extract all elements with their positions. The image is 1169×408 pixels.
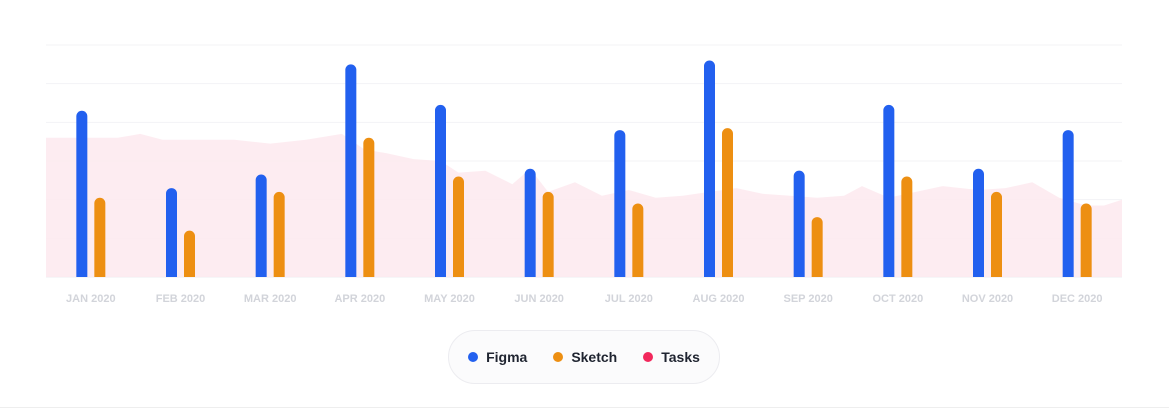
x-tick-label: FEB 2020 xyxy=(156,293,206,305)
legend-item-sketch[interactable]: Sketch xyxy=(553,349,617,365)
bar-figma-sep-2020 xyxy=(793,170,805,277)
legend-item-tasks[interactable]: Tasks xyxy=(643,349,700,365)
bar-sketch-aug-2020 xyxy=(722,128,733,277)
x-tick-label: SEP 2020 xyxy=(783,293,832,305)
bar-figma-jan-2020 xyxy=(76,110,88,277)
bar-sketch-feb-2020 xyxy=(184,230,195,277)
bar-sketch-may-2020 xyxy=(453,176,464,277)
x-tick-label: APR 2020 xyxy=(334,293,385,305)
x-tick-label: JUN 2020 xyxy=(514,293,564,305)
bar-chart: JAN 2020 FEB 2020 MAR 2020 APR 2020 MAY 2020… xyxy=(46,44,1122,305)
x-tick-label: NOV 2020 xyxy=(962,293,1013,305)
bar-figma-dec-2020 xyxy=(1062,130,1074,277)
x-tick-label: MAY 2020 xyxy=(424,293,475,305)
tasks-area xyxy=(46,133,1122,277)
x-tick-label: AUG 2020 xyxy=(693,293,745,305)
legend-item-figma[interactable]: Figma xyxy=(468,349,527,365)
bar-figma-may-2020 xyxy=(435,104,446,277)
bar-figma-jul-2020 xyxy=(614,130,626,277)
legend-marker-sketch xyxy=(553,352,564,362)
bar-sketch-jul-2020 xyxy=(632,203,644,277)
bar-figma-aug-2020 xyxy=(704,60,715,277)
bar-figma-oct-2020 xyxy=(883,104,895,277)
tasks-area-series xyxy=(46,133,1122,277)
x-tick-label: JUL 2020 xyxy=(605,293,653,305)
legend-label-tasks: Tasks xyxy=(661,349,700,365)
bar-figma-apr-2020 xyxy=(345,64,357,277)
bar-sketch-oct-2020 xyxy=(901,176,913,277)
legend-marker-tasks xyxy=(643,352,654,362)
bar-sketch-sep-2020 xyxy=(811,217,823,277)
bar-sketch-nov-2020 xyxy=(991,191,1002,277)
bar-figma-feb-2020 xyxy=(166,188,177,277)
bar-figma-jun-2020 xyxy=(524,168,536,277)
bar-sketch-mar-2020 xyxy=(273,191,285,277)
x-tick-label: DEC 2020 xyxy=(1052,293,1103,305)
bar-sketch-apr-2020 xyxy=(363,137,375,277)
x-tick-label: MAR 2020 xyxy=(244,293,297,305)
bar-figma-nov-2020 xyxy=(973,168,984,277)
legend-marker-figma xyxy=(468,352,479,362)
bar-sketch-jun-2020 xyxy=(542,191,554,277)
bar-sketch-jan-2020 xyxy=(94,197,106,277)
bar-series xyxy=(76,60,1092,277)
bar-figma-mar-2020 xyxy=(255,174,267,277)
x-axis-tick-labels: JAN 2020 FEB 2020 MAR 2020 APR 2020 MAY 2020… xyxy=(66,293,1102,305)
x-tick-label: OCT 2020 xyxy=(872,293,923,305)
x-tick-label: JAN 2020 xyxy=(66,293,116,305)
bar-sketch-dec-2020 xyxy=(1080,203,1092,277)
legend-label-figma: Figma xyxy=(486,349,528,365)
chart-legend: Figma Sketch Tasks xyxy=(448,330,720,384)
legend-label-sketch: Sketch xyxy=(571,349,618,365)
